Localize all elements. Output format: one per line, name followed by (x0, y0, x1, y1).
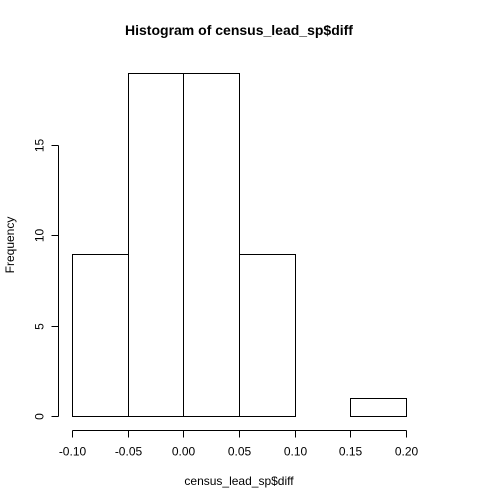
x-axis: -0.10 -0.05 0.00 0.05 0.10 0.15 0.20 (59, 430, 419, 459)
histogram-bar-0 (72, 254, 129, 417)
histogram-bar-2 (183, 73, 240, 417)
y-tick-label-3: 15 (33, 139, 47, 153)
x-tick-label-6: 0.20 (395, 445, 419, 459)
x-tick-label-5: 0.15 (339, 445, 363, 459)
x-tick-label-2: 0.00 (172, 445, 196, 459)
chart-title: Histogram of census_lead_sp$diff (125, 22, 353, 38)
histogram-bar-3 (239, 254, 296, 417)
x-tick-label-4: 0.10 (284, 445, 308, 459)
y-axis-label: Frequency (3, 217, 17, 274)
x-axis-label: census_lead_sp$diff (184, 474, 294, 488)
y-axis: 0 5 10 15 (33, 139, 59, 420)
histogram-bars (72, 73, 407, 417)
x-tick-label-1: -0.05 (115, 445, 143, 459)
y-tick-label-2: 10 (33, 229, 47, 243)
histogram-bar-1 (128, 73, 184, 417)
y-tick-label-1: 5 (33, 323, 47, 330)
y-tick-label-0: 0 (33, 413, 47, 420)
x-tick-label-0: -0.10 (59, 445, 87, 459)
x-tick-label-3: 0.05 (228, 445, 252, 459)
histogram-bar-5 (350, 398, 407, 417)
